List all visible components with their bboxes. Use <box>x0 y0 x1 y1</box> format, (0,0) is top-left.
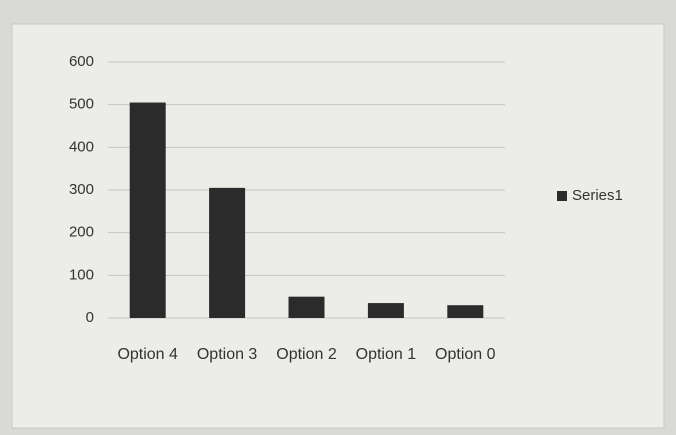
x-tick-label: Option 1 <box>355 346 417 363</box>
y-tick-label: 200 <box>69 224 94 241</box>
bar <box>447 305 484 318</box>
x-tick-label: Option 3 <box>196 346 258 363</box>
bar <box>209 187 246 318</box>
bar <box>129 102 166 319</box>
x-tick-label: Option 4 <box>117 346 178 363</box>
chart-border <box>11 23 665 429</box>
y-tick-label: 100 <box>69 266 94 283</box>
y-tick-label: 600 <box>69 53 94 70</box>
x-tick-label: Option 0 <box>435 346 496 363</box>
bar <box>288 296 325 318</box>
y-tick-label: 0 <box>86 309 94 326</box>
y-tick-label: 400 <box>69 138 94 155</box>
legend-label: Series1 <box>572 187 623 204</box>
x-tick-label: Option 2 <box>276 346 337 363</box>
y-tick-label: 500 <box>69 96 94 113</box>
y-tick-label: 300 <box>69 181 94 198</box>
legend-swatch <box>557 191 567 201</box>
bar <box>367 303 404 318</box>
